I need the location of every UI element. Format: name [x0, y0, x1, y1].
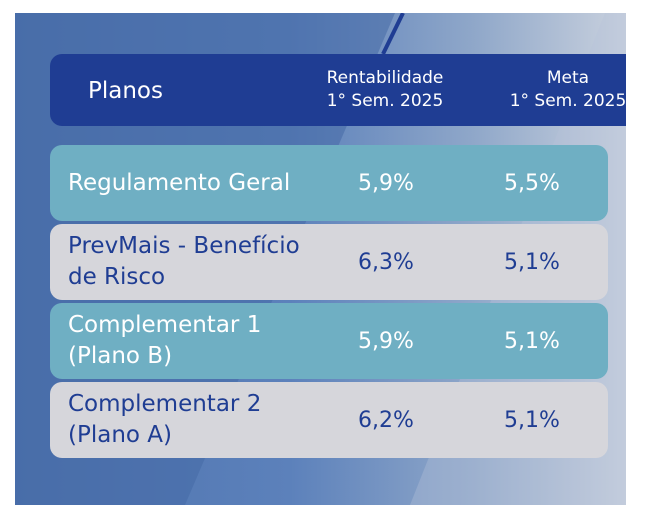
row-plan-name: Regulamento Geral — [68, 145, 290, 221]
row-plan-name: PrevMais - Benefício de Risco — [68, 224, 300, 300]
row-rentabilidade-value: 6,3% — [358, 249, 414, 275]
row-rentabilidade-value: 5,9% — [358, 328, 414, 354]
header-plans-label: Planos — [88, 78, 163, 104]
header-meta-line2: 1° Sem. 2025 — [509, 91, 626, 111]
row-rentabilidade-value: 5,9% — [358, 170, 414, 196]
row-meta-value: 5,1% — [504, 328, 560, 354]
row-plan-name-line1: Complementar 1 — [68, 312, 262, 338]
row-rentabilidade-value: 6,2% — [358, 407, 414, 433]
header-meta-line1: Meta — [546, 68, 590, 88]
header-rentabilidade-line2: 1° Sem. 2025 — [326, 91, 444, 111]
table-row-complementar-1: Complementar 1 (Plano B) 5,9% 5,1% — [50, 303, 608, 379]
row-plan-name: Complementar 2 (Plano A) — [68, 382, 261, 458]
table-row-regulamento-geral: Regulamento Geral 5,9% 5,5% — [50, 145, 608, 221]
row-plan-name-line2: (Plano A) — [68, 422, 172, 448]
header-meta: Meta 1° Sem. 2025 — [493, 67, 626, 113]
row-plan-name: Complementar 1 (Plano B) — [68, 303, 261, 379]
table-row-prevmais: PrevMais - Benefício de Risco 6,3% 5,1% — [50, 224, 608, 300]
row-plan-name-line2: de Risco — [68, 264, 166, 290]
header-rentabilidade-line1: Rentabilidade — [326, 68, 444, 88]
row-plan-name-line1: Regulamento Geral — [68, 169, 291, 196]
table-row-complementar-2: Complementar 2 (Plano A) 6,2% 5,1% — [50, 382, 608, 458]
table-header: Planos Rentabilidade 1° Sem. 2025 Meta 1… — [50, 54, 626, 126]
row-meta-value: 5,1% — [504, 249, 560, 275]
row-meta-value: 5,5% — [504, 170, 560, 196]
background-panel: Planos Rentabilidade 1° Sem. 2025 Meta 1… — [15, 13, 626, 505]
header-rentabilidade: Rentabilidade 1° Sem. 2025 — [310, 67, 460, 113]
row-plan-name-line2: (Plano B) — [68, 343, 173, 369]
row-plan-name-line1: PrevMais - Benefício — [68, 233, 300, 259]
row-plan-name-line1: Complementar 2 — [68, 391, 262, 417]
row-meta-value: 5,1% — [504, 407, 560, 433]
